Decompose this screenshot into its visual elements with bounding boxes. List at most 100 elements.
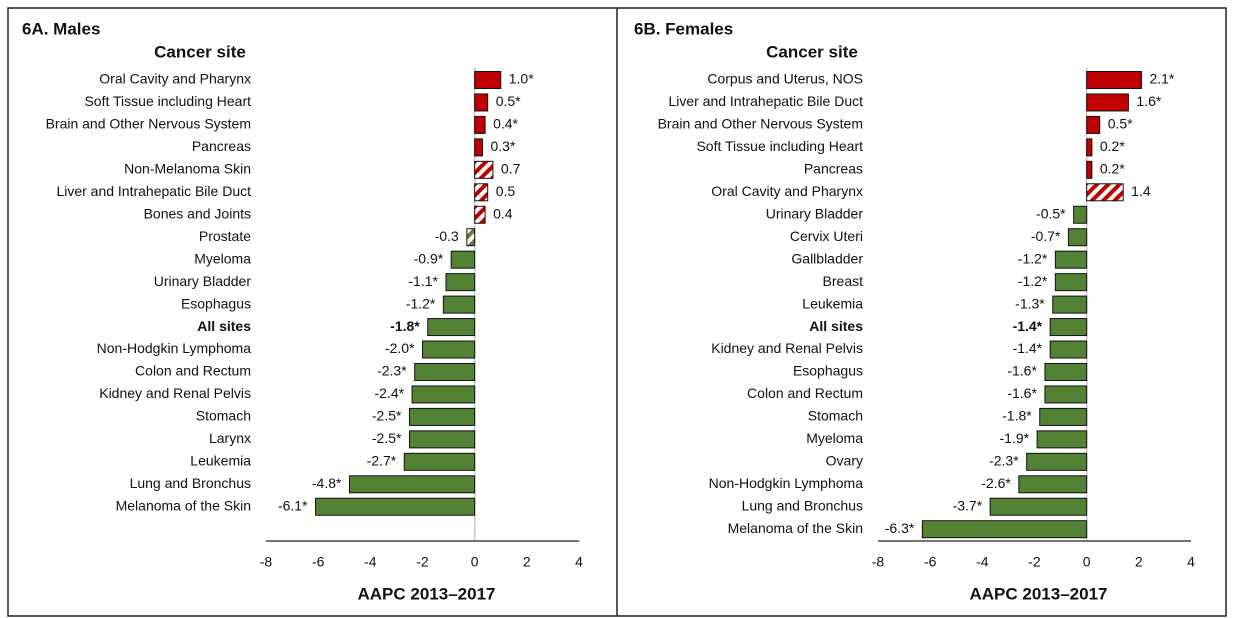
category-label: Stomach — [808, 408, 863, 424]
x-tick-label: -2 — [1028, 554, 1041, 570]
bar — [411, 385, 476, 404]
bar — [403, 452, 476, 471]
value-label: -2.0* — [385, 340, 415, 356]
category-label: Melanoma of the Skin — [116, 497, 251, 513]
value-label: 0.7 — [501, 161, 521, 177]
bar — [1086, 138, 1093, 157]
bar — [1049, 340, 1088, 359]
bar — [445, 273, 476, 292]
value-label: -1.6* — [1007, 363, 1037, 379]
value-label: -2.5* — [372, 430, 402, 446]
value-label: -2.3* — [377, 363, 407, 379]
value-label: 0.2* — [1100, 138, 1125, 154]
x-tick-label: 2 — [1135, 554, 1143, 570]
value-label: 0.2* — [1100, 161, 1125, 177]
value-label: 0.4* — [493, 116, 518, 132]
category-label: Prostate — [199, 228, 251, 244]
bar — [1073, 205, 1088, 224]
bar — [1026, 452, 1088, 471]
value-label: -1.6* — [1007, 385, 1037, 401]
bar — [1086, 93, 1129, 112]
category-label: Kidney and Renal Pelvis — [99, 385, 251, 401]
value-label: -1.2* — [406, 295, 436, 311]
x-tick-label: -6 — [924, 554, 937, 570]
category-label: Gallbladder — [791, 250, 863, 266]
category-label: Non-Hodgkin Lymphoma — [97, 340, 252, 356]
category-label: Lung and Bronchus — [130, 475, 251, 491]
bar — [1086, 183, 1124, 202]
bar — [315, 497, 476, 516]
category-label: Lung and Bronchus — [742, 497, 863, 513]
value-label: -6.1* — [278, 497, 308, 513]
value-label: -4.8* — [312, 475, 342, 491]
value-label: -0.3 — [435, 228, 459, 244]
category-label: Ovary — [826, 453, 863, 469]
bar — [1054, 273, 1088, 292]
value-label: -1.8* — [390, 318, 420, 334]
category-label: Non-Hodgkin Lymphoma — [709, 475, 864, 491]
value-label: -1.2* — [1018, 250, 1048, 266]
bar — [474, 183, 489, 202]
x-tick-label: -4 — [976, 554, 989, 570]
category-label: Non-Melanoma Skin — [124, 161, 251, 177]
bar — [1067, 228, 1088, 247]
bar — [414, 362, 476, 381]
bar — [1086, 160, 1093, 179]
value-label: 0.5* — [1108, 116, 1133, 132]
bar — [1086, 71, 1142, 89]
value-label: -1.2* — [1018, 273, 1048, 289]
value-label: -2.3* — [989, 453, 1019, 469]
category-label: Liver and Intrahepatic Bile Duct — [56, 183, 251, 199]
bar — [989, 497, 1088, 516]
x-tick-label: 4 — [575, 554, 583, 570]
value-label: -0.9* — [414, 250, 444, 266]
category-label: Colon and Rectum — [747, 385, 863, 401]
category-label: All sites — [197, 318, 251, 334]
value-label: -1.3* — [1015, 295, 1045, 311]
bar — [474, 115, 486, 134]
bar — [466, 228, 476, 247]
x-tick-label: 0 — [1083, 554, 1091, 570]
category-label: Urinary Bladder — [766, 205, 864, 221]
bar — [408, 430, 476, 449]
value-label: -1.9* — [1000, 430, 1030, 446]
category-label: All sites — [809, 318, 863, 334]
x-tick-label: -8 — [872, 554, 885, 570]
bar — [474, 93, 489, 112]
bar — [1039, 407, 1088, 426]
value-label: 2.1* — [1149, 71, 1174, 87]
bar — [442, 295, 476, 314]
category-label: Pancreas — [192, 138, 251, 154]
category-label: Larynx — [209, 430, 251, 446]
x-tick-label: -8 — [260, 554, 273, 570]
value-label: -2.6* — [981, 475, 1011, 491]
category-header: Cancer site — [154, 42, 246, 61]
value-label: -2.7* — [367, 453, 397, 469]
category-label: Myeloma — [806, 430, 863, 446]
category-label: Soft Tissue including Heart — [696, 138, 863, 154]
category-header: Cancer site — [766, 42, 858, 61]
value-label: 0.5* — [496, 93, 521, 109]
category-label: Oral Cavity and Pharynx — [711, 183, 863, 199]
bar — [408, 407, 476, 426]
value-label: 0.4 — [493, 205, 513, 221]
value-label: 0.5 — [496, 183, 516, 199]
x-axis-label: AAPC 2013–2017 — [358, 584, 496, 603]
value-label: -1.8* — [1002, 408, 1032, 424]
bar — [474, 160, 494, 179]
bar — [450, 250, 476, 269]
value-label: -0.5* — [1036, 205, 1066, 221]
value-label: 1.0* — [509, 71, 534, 87]
value-label: -2.5* — [372, 408, 402, 424]
category-label: Myeloma — [194, 250, 251, 266]
bar — [1086, 115, 1101, 134]
panel-title: 6A. Males — [22, 19, 100, 38]
bar — [348, 475, 476, 494]
value-label: 1.6* — [1136, 93, 1161, 109]
bar — [1018, 475, 1088, 494]
category-label: Colon and Rectum — [135, 363, 251, 379]
value-label: -0.7* — [1031, 228, 1061, 244]
x-tick-label: 4 — [1187, 554, 1195, 570]
bar — [1049, 318, 1088, 337]
